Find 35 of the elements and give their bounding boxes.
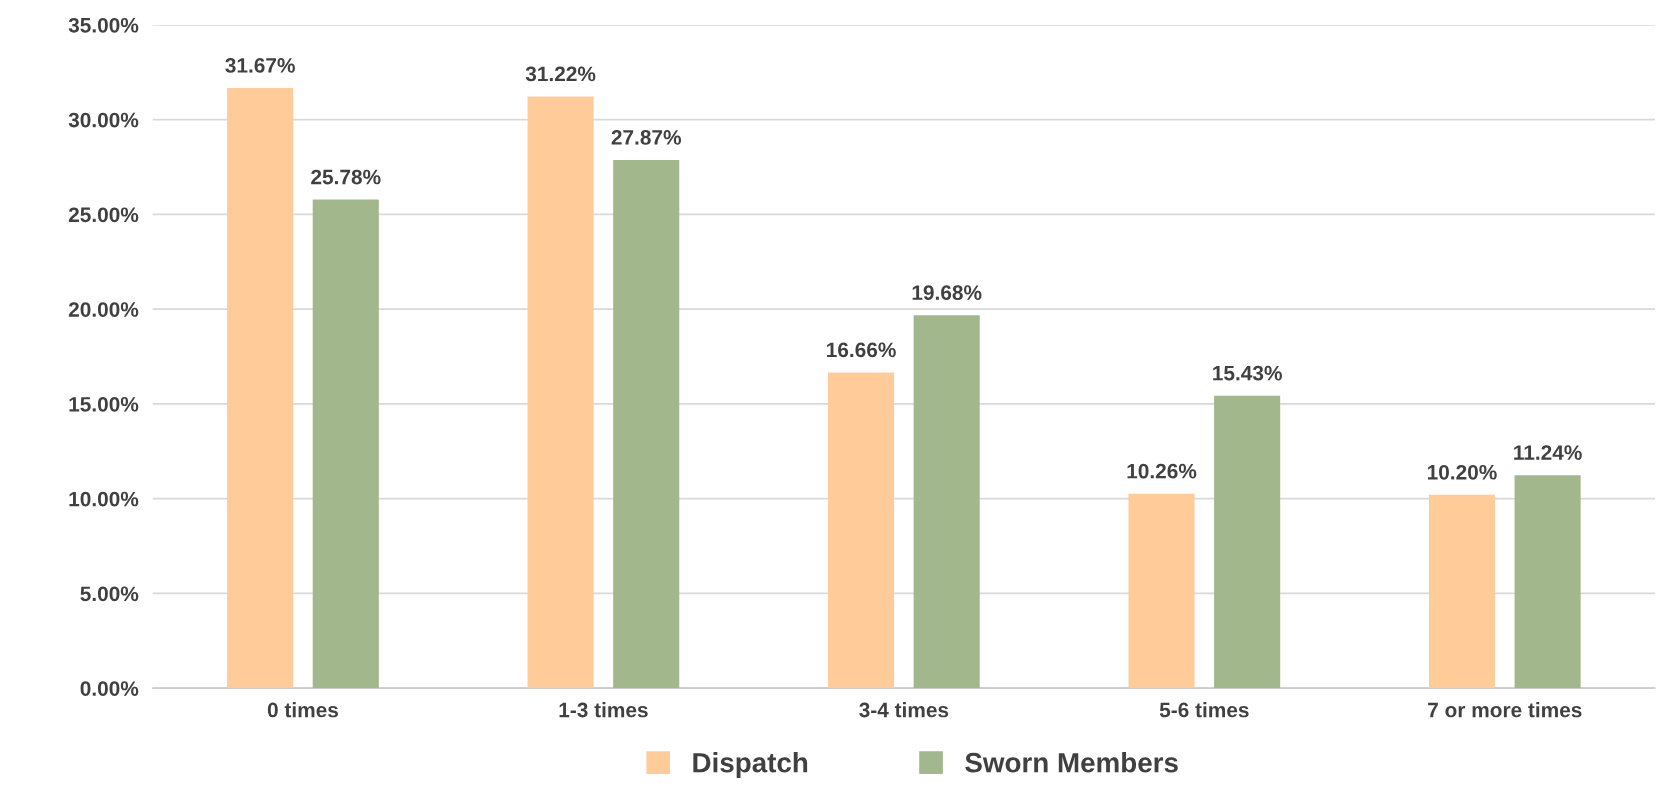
x-tick-label: 5-6 times — [1159, 702, 1249, 718]
data-label: 31.67% — [225, 58, 295, 73]
x-tick-label: 1-3 times — [559, 702, 648, 718]
x-tick-label: 0 times — [267, 702, 338, 718]
bar — [1428, 494, 1496, 689]
y-tick-label: 30.00% — [68, 112, 139, 128]
x-tick-label: 3-4 times — [859, 702, 949, 718]
x-tick-label: 7 or more times — [1428, 702, 1582, 718]
legend-label: Sworn Members — [965, 752, 1178, 773]
bar — [527, 96, 594, 689]
bar — [613, 160, 680, 689]
bar — [1514, 475, 1581, 689]
y-tick-label: 15.00% — [69, 396, 139, 412]
data-label: 31.22% — [525, 66, 596, 82]
data-label: 10.20% — [1427, 464, 1497, 480]
y-tick-label: 10.00% — [69, 491, 139, 507]
bar — [1128, 493, 1195, 689]
bar — [828, 372, 895, 689]
bar — [312, 199, 379, 689]
y-tick-label: 5.00% — [80, 586, 139, 602]
y-tick-label: 35.00% — [68, 17, 139, 33]
data-label: 11.24% — [1514, 445, 1582, 460]
data-label: 15.43% — [1213, 365, 1282, 381]
y-tick-label: 20.00% — [68, 302, 139, 317]
bar — [913, 315, 980, 689]
data-label: 10.26% — [1127, 463, 1197, 479]
data-label: 16.66% — [827, 342, 896, 358]
data-label: 25.78% — [311, 169, 381, 185]
data-label: 19.68% — [912, 285, 982, 300]
data-label: 27.87% — [611, 130, 682, 145]
y-tick-label: 0.00% — [80, 681, 139, 696]
bar — [227, 88, 294, 689]
legend-label: Dispatch — [693, 752, 808, 778]
bar — [1214, 395, 1281, 689]
y-tick-label: 25.00% — [68, 207, 139, 223]
